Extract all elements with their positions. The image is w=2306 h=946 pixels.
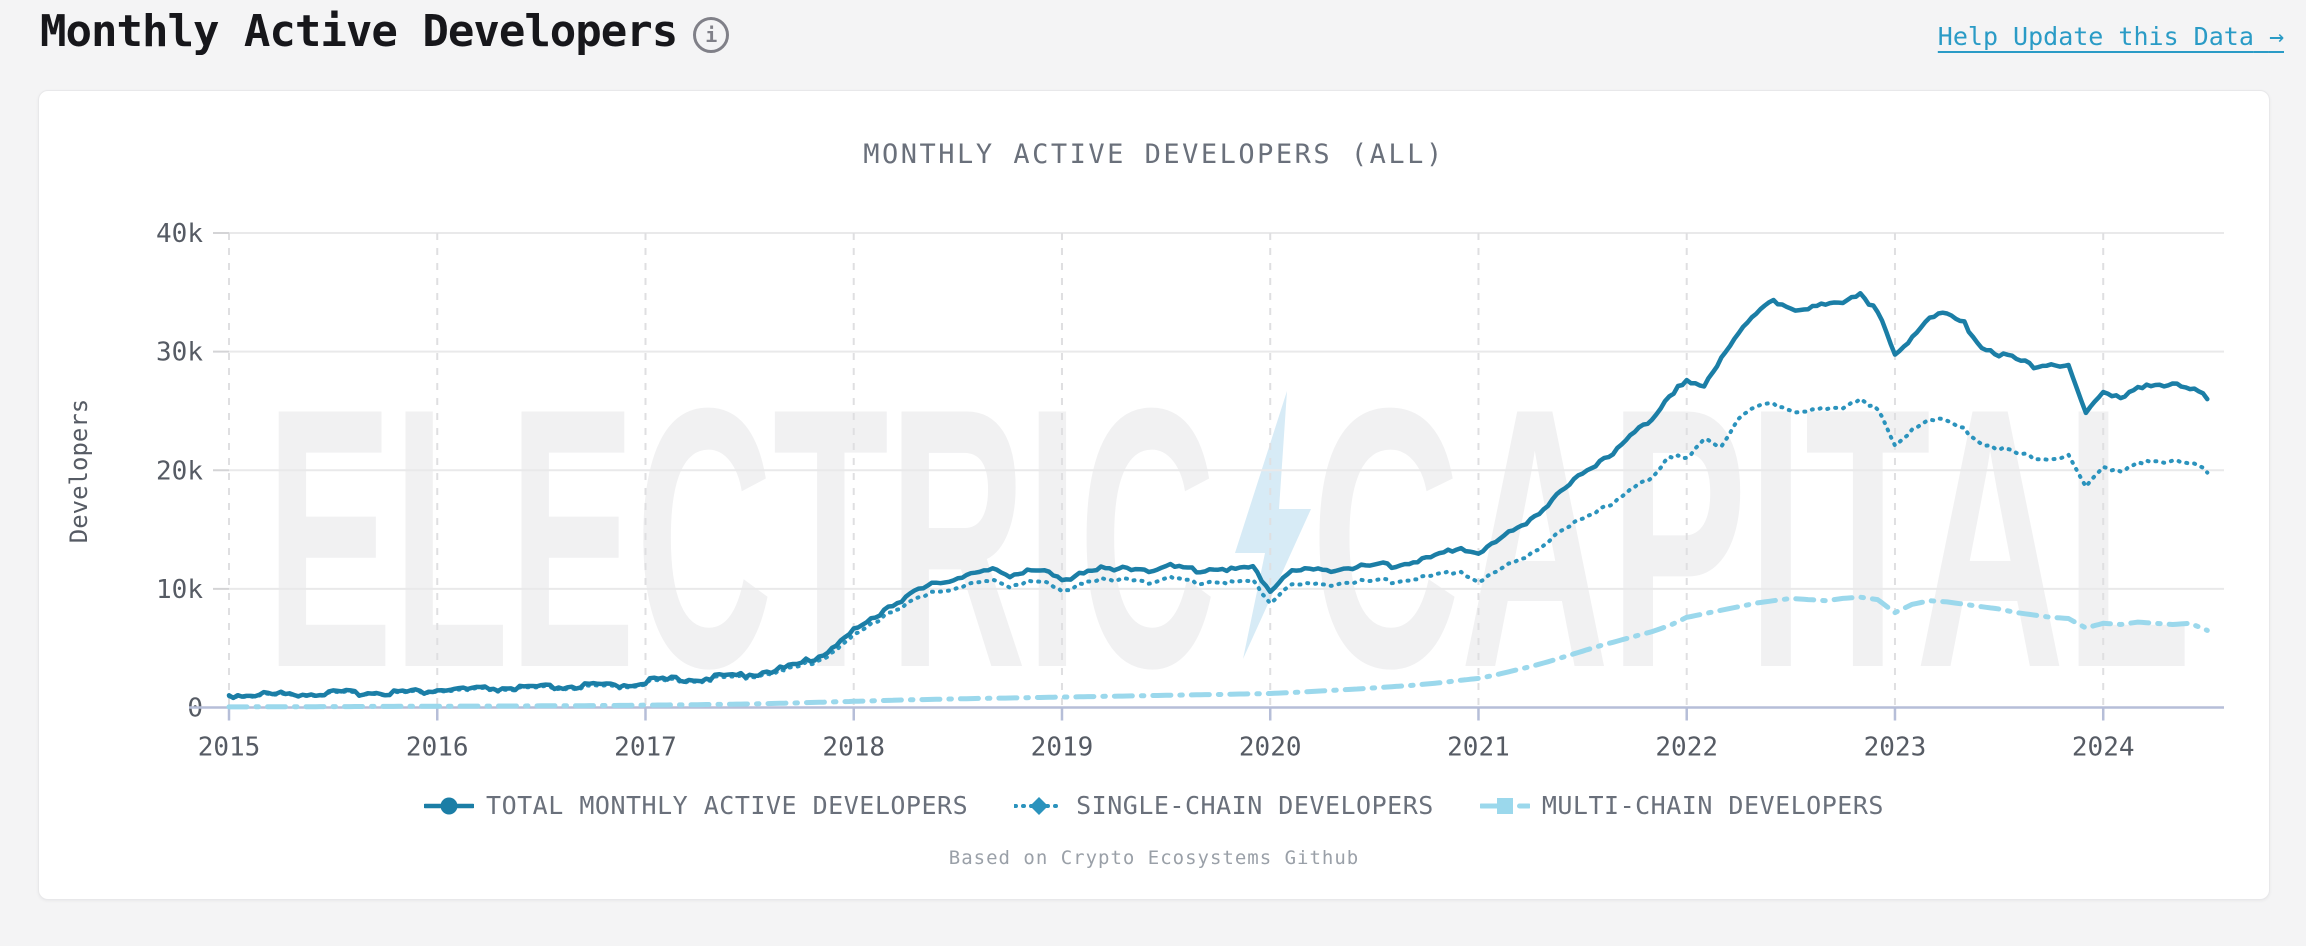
help-link-label: Help Update this Data	[1937, 22, 2254, 51]
page-header: Monthly Active Developers i Help Update …	[0, 0, 2306, 90]
info-icon[interactable]: i	[693, 16, 730, 53]
legend-label: MULTI-CHAIN DEVELOPERS	[1541, 791, 1884, 820]
x-tick-label: 2016	[406, 733, 469, 763]
legend-circle-marker-icon	[424, 797, 475, 814]
series-line	[226, 594, 2210, 710]
chart-caption: Based on Crypto Ecosystems Github	[948, 847, 1360, 869]
help-update-link[interactable]: Help Update this Data →	[1938, 22, 2284, 51]
series-lines	[226, 290, 2210, 710]
y-axis-title: Developers	[65, 399, 93, 544]
chart-card: MONTHLY ACTIVE DEVELOPERS (ALL) ELECTRIC…	[38, 90, 2270, 900]
arrow-right-icon: →	[2268, 22, 2284, 51]
chart-title: MONTHLY ACTIVE DEVELOPERS (ALL)	[863, 139, 1445, 170]
x-tick-label: 2020	[1239, 733, 1302, 763]
x-tick-label: 2023	[1864, 733, 1927, 763]
lightning-bolt-icon	[1235, 391, 1311, 659]
y-tick-label: 40k	[156, 219, 203, 249]
legend-diamond-marker-icon	[1014, 796, 1065, 815]
y-tick-label: 30k	[156, 338, 203, 368]
legend-label: SINGLE-CHAIN DEVELOPERS	[1076, 791, 1434, 820]
chart-legend: TOTAL MONTHLY ACTIVE DEVELOPERS SINGLE-CH…	[39, 791, 2269, 820]
legend-square-marker-icon	[1479, 797, 1530, 814]
series-line	[226, 290, 2210, 701]
watermark-word-electric: ELECTRIC	[266, 332, 1216, 745]
vertical-gridlines	[228, 233, 2105, 708]
x-tick-label: 2018	[822, 733, 885, 763]
x-axis-ticks: 2015 2016 2017 2018 2019 2020 2021 2022 2023 2024	[198, 707, 2135, 763]
x-tick-label: 2021	[1447, 733, 1510, 763]
x-tick-label: 2017	[614, 733, 677, 763]
legend-item[interactable]: MULTI-CHAIN DEVELOPERS	[1479, 791, 1884, 820]
watermark: ELECTRIC CAPITAL	[266, 332, 2191, 745]
legend-label: TOTAL MONTHLY ACTIVE DEVELOPERS	[486, 791, 969, 820]
x-tick-label: 2015	[198, 733, 261, 763]
y-tick-label: 20k	[156, 456, 203, 486]
x-tick-label: 2019	[1031, 733, 1094, 763]
y-tick-label: 10k	[156, 575, 203, 605]
x-tick-label: 2022	[1655, 733, 1718, 763]
page-title: Monthly Active Developers	[40, 6, 678, 57]
y-axis-ticks: 010k20k30k40k	[156, 219, 229, 724]
legend-item[interactable]: TOTAL MONTHLY ACTIVE DEVELOPERS	[424, 791, 968, 820]
chart-canvas[interactable]: ELECTRIC CAPITAL 010k20k30k40k 201520162…	[39, 91, 2269, 771]
watermark-word-capital: CAPITAL	[1311, 332, 2191, 745]
legend-item[interactable]: SINGLE-CHAIN DEVELOPERS	[1014, 791, 1434, 820]
x-tick-label: 2024	[2072, 733, 2135, 763]
